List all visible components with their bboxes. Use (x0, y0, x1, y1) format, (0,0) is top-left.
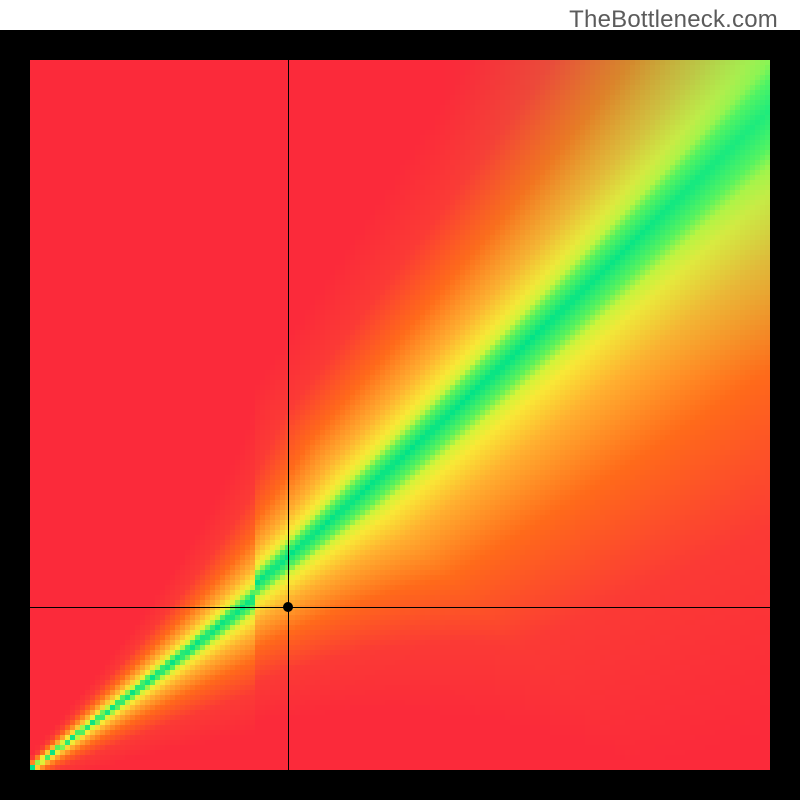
crosshair-horizontal (30, 607, 770, 608)
crosshair-vertical (288, 60, 289, 770)
crosshair-marker (283, 602, 293, 612)
heatmap-canvas (30, 60, 770, 770)
